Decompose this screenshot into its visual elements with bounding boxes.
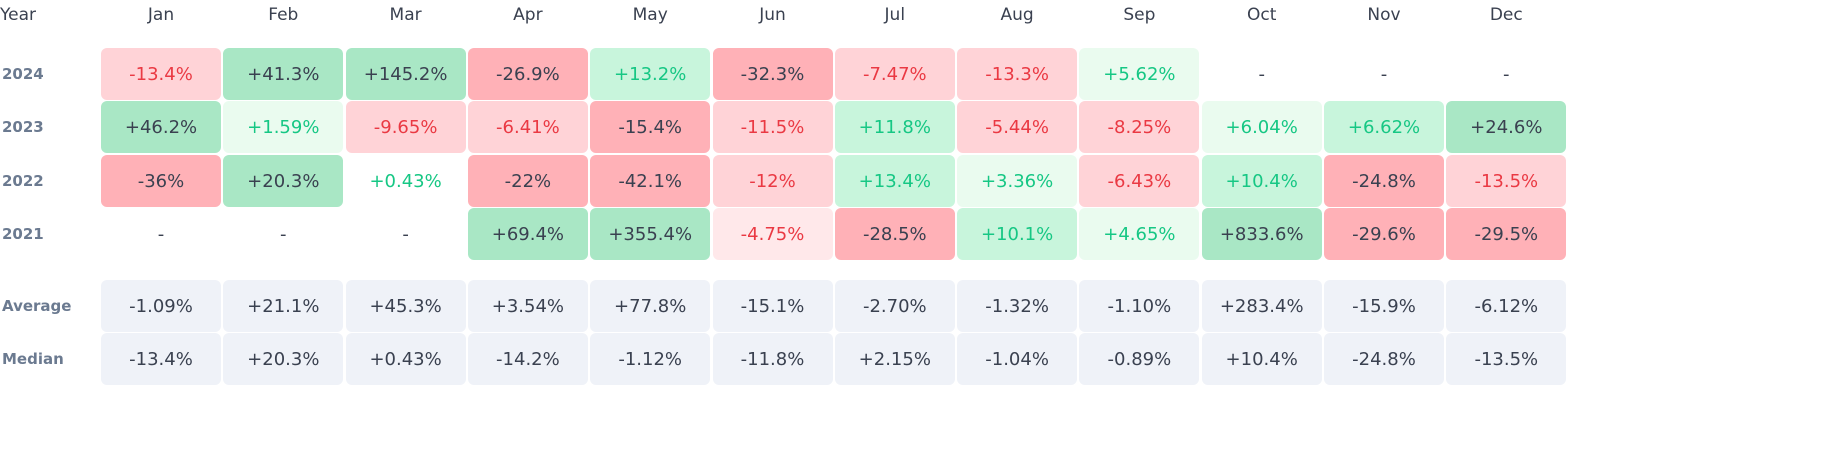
heatmap-cell: +41.3% <box>223 48 344 100</box>
heatmap-cell: +4.65% <box>1079 208 1200 260</box>
heatmap-cell: - <box>402 223 409 245</box>
heatmap-cell: -6.41% <box>467 101 588 153</box>
heatmap-cell: +10.1% <box>957 208 1078 260</box>
heatmap-cell: -9.65% <box>345 101 466 153</box>
heatmap-cell: -36% <box>101 155 221 207</box>
row-label-2024: 2024 <box>2 65 44 83</box>
heatmap-cell: -6.43% <box>1079 155 1200 207</box>
month-header-oct: Oct <box>1246 5 1277 25</box>
heatmap-cell: +6.04% <box>1201 101 1322 153</box>
heatmap-cell: -32.3% <box>712 48 833 100</box>
heatmap-cell: +355.4% <box>590 208 711 260</box>
heatmap-cell: - <box>1258 63 1265 85</box>
summary-cell: +3.54% <box>467 280 588 332</box>
summary-cell: -11.8% <box>712 333 833 385</box>
month-header-sep: Sep <box>1123 5 1156 25</box>
year-column-header: Year <box>0 5 36 25</box>
heatmap-cell: -15.4% <box>590 101 711 153</box>
row-label-2021: 2021 <box>2 225 44 243</box>
heatmap-cell: +1.59% <box>223 101 344 153</box>
month-header-mar: Mar <box>389 5 422 25</box>
summary-cell: -2.70% <box>834 280 955 332</box>
heatmap-cell: +10.4% <box>1201 155 1322 207</box>
heatmap-cell: -26.9% <box>467 48 588 100</box>
summary-cell: -14.2% <box>467 333 588 385</box>
summary-cell: -6.12% <box>1446 280 1567 332</box>
heatmap-cell: +145.2% <box>345 48 466 100</box>
heatmap-cell: -24.8% <box>1324 155 1444 207</box>
heatmap-cell: +13.2% <box>590 48 711 100</box>
summary-cell: -15.9% <box>1324 280 1444 332</box>
row-label-2022: 2022 <box>2 172 44 190</box>
heatmap-cell: +20.3% <box>223 155 344 207</box>
summary-cell: -1.10% <box>1079 280 1200 332</box>
summary-cell: +21.1% <box>223 280 344 332</box>
summary-cell: +10.4% <box>1201 333 1322 385</box>
heatmap-cell: +69.4% <box>467 208 588 260</box>
heatmap-cell: -11.5% <box>712 101 833 153</box>
month-header-nov: Nov <box>1367 5 1401 25</box>
summary-cell: +0.43% <box>345 333 466 385</box>
month-header-jan: Jan <box>147 5 175 25</box>
row-label-2023: 2023 <box>2 118 44 136</box>
heatmap-cell: -7.47% <box>834 48 955 100</box>
summary-cell: +283.4% <box>1201 280 1322 332</box>
heatmap-cell: -4.75% <box>712 208 833 260</box>
heatmap-cell: -29.6% <box>1324 208 1444 260</box>
summary-cell: -0.89% <box>1079 333 1200 385</box>
summary-cell: +2.15% <box>834 333 955 385</box>
heatmap-cell: - <box>157 223 165 245</box>
heatmap-cell: -13.5% <box>1446 155 1567 207</box>
month-header-feb: Feb <box>268 5 299 25</box>
month-header-apr: Apr <box>513 5 543 25</box>
heatmap-cell: +24.6% <box>1446 101 1567 153</box>
heatmap-cell: -5.44% <box>957 101 1078 153</box>
heatmap-cell: +46.2% <box>101 101 221 153</box>
heatmap-cell: -12% <box>712 155 833 207</box>
heatmap-cell: +5.62% <box>1079 48 1200 100</box>
summary-cell: -15.1% <box>712 280 833 332</box>
heatmap-cell: -22% <box>467 155 588 207</box>
heatmap-cell: -13.3% <box>957 48 1078 100</box>
heatmap-cell: +833.6% <box>1201 208 1322 260</box>
heatmap-cell: -13.4% <box>101 48 221 100</box>
heatmap-cell: +3.36% <box>957 155 1078 207</box>
heatmap-cell: +13.4% <box>834 155 955 207</box>
heatmap-cell: -8.25% <box>1079 101 1200 153</box>
heatmap-cell: - <box>1380 63 1388 85</box>
month-header-dec: Dec <box>1489 5 1523 25</box>
heatmap-cell: - <box>1503 63 1510 85</box>
summary-cell: -1.09% <box>101 280 221 332</box>
summary-cell: -24.8% <box>1324 333 1444 385</box>
summary-cell: -1.12% <box>590 333 711 385</box>
month-header-aug: Aug <box>1000 5 1034 25</box>
month-header-may: May <box>632 5 668 25</box>
summary-cell: -1.32% <box>957 280 1078 332</box>
row-label-average: Average <box>2 297 72 315</box>
heatmap-cell: +6.62% <box>1324 101 1444 153</box>
summary-cell: +20.3% <box>223 333 344 385</box>
summary-cell: +77.8% <box>590 280 711 332</box>
month-header-jun: Jun <box>759 5 786 25</box>
summary-cell: -13.4% <box>101 333 221 385</box>
heatmap-cell: -42.1% <box>590 155 711 207</box>
heatmap-cell: -29.5% <box>1446 208 1567 260</box>
heatmap-cell: +11.8% <box>834 101 955 153</box>
heatmap-cell: - <box>280 223 287 245</box>
heatmap-cell: +0.43% <box>369 170 442 192</box>
row-label-median: Median <box>2 350 64 368</box>
summary-cell: -13.5% <box>1446 333 1567 385</box>
summary-cell: +45.3% <box>345 280 466 332</box>
month-header-jul: Jul <box>884 5 906 25</box>
summary-cell: -1.04% <box>957 333 1078 385</box>
heatmap-cell: -28.5% <box>834 208 955 260</box>
